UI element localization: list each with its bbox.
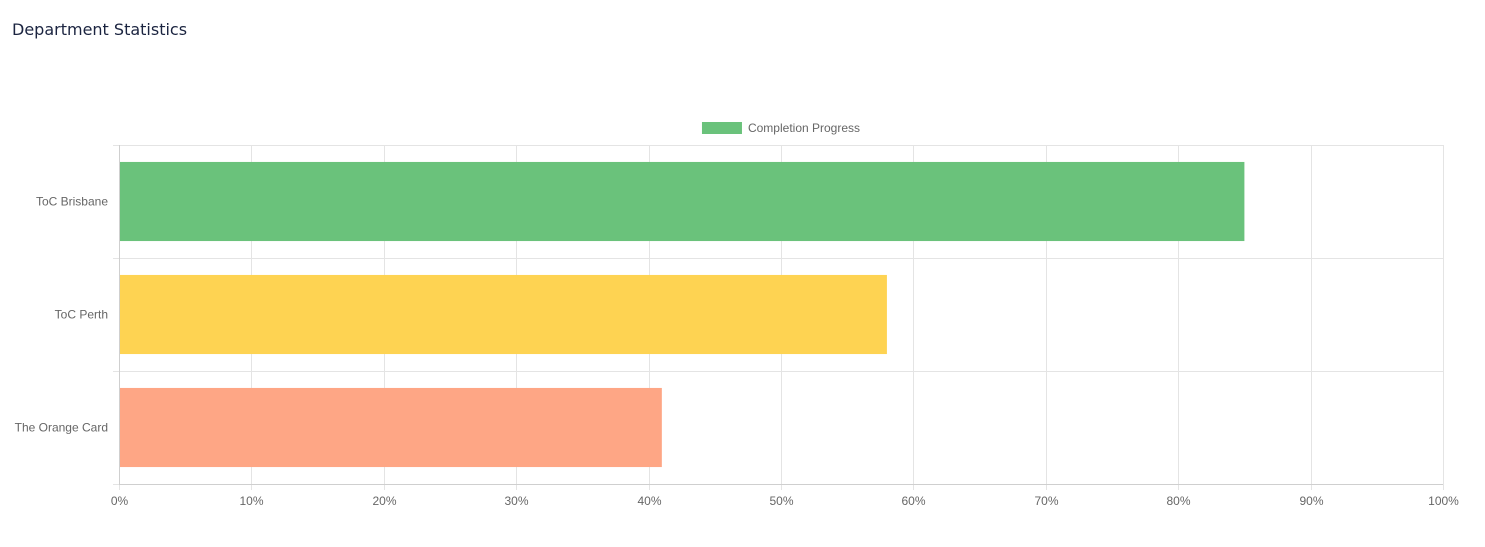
page-title: Department Statistics bbox=[12, 20, 188, 39]
x-tick-label: 20% bbox=[372, 494, 396, 508]
x-tick-label: 50% bbox=[769, 494, 793, 508]
x-tick-label: 90% bbox=[1299, 494, 1323, 508]
axis-labels: 0% 10% 20% 30% 40% 50% 60% 70% 80% 90% 100% ToC Bri… bbox=[15, 195, 1460, 509]
legend-label[interactable]: Completion Progress bbox=[748, 121, 860, 135]
x-tick-label: 60% bbox=[901, 494, 925, 508]
x-tick-label: 0% bbox=[111, 494, 129, 508]
legend-swatch[interactable] bbox=[701, 122, 742, 134]
x-tick-label: 70% bbox=[1034, 494, 1058, 508]
x-tick-label: 40% bbox=[637, 494, 661, 508]
bar-the-orange-card[interactable] bbox=[120, 387, 662, 468]
x-tick-label: 80% bbox=[1166, 494, 1190, 508]
legend: Completion Progress bbox=[701, 121, 860, 135]
category-label: ToC Brisbane bbox=[36, 195, 108, 209]
axes bbox=[119, 145, 1443, 485]
bar-toc-brisbane[interactable] bbox=[120, 161, 1245, 242]
bars bbox=[120, 161, 1245, 468]
x-tick-label: 10% bbox=[239, 494, 263, 508]
bar-toc-perth[interactable] bbox=[120, 274, 887, 355]
category-label: ToC Perth bbox=[55, 308, 108, 322]
x-tick-label: 100% bbox=[1428, 494, 1459, 508]
category-label: The Orange Card bbox=[15, 421, 108, 435]
x-tick-label: 30% bbox=[504, 494, 528, 508]
